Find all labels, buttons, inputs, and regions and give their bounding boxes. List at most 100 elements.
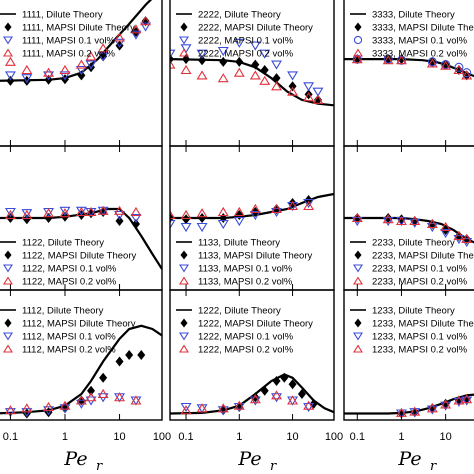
triangle-up-marker [303, 92, 315, 102]
legend-triangle-up-swatch [179, 48, 189, 57]
triangle-up-marker [461, 233, 473, 244]
triangle-up-marker [75, 395, 87, 405]
diamond-marker [454, 65, 463, 75]
triangle-up-marker [43, 401, 55, 412]
triangle-up-marker [382, 214, 394, 224]
diamond-marker [99, 51, 108, 62]
plot-area [0, 205, 162, 270]
legend-label: 1111, MAPSI 0.2 vol% [22, 49, 115, 60]
x-tick-label: 0.1 [178, 431, 193, 443]
legend-triangle-up-swatch [3, 48, 13, 57]
dilute-theory-curve [0, 0, 153, 82]
circle-marker [427, 57, 437, 67]
triangle-down-marker [259, 49, 271, 59]
legend-triangle-up-swatch [353, 344, 363, 353]
triangle-up-marker [249, 70, 261, 80]
panel-6: 2233, Dilute Theory 2233, MAPSI Dilute Th… [343, 145, 474, 291]
x-axis-title: Pe [63, 448, 87, 470]
x-tick-label: 1 [62, 431, 68, 443]
triangle-up-marker [4, 209, 16, 220]
triangle-up-marker [395, 55, 407, 65]
triangle-up-marker [75, 59, 87, 69]
triangle-up-marker [114, 392, 126, 402]
triangle-up-marker [453, 230, 465, 241]
diamond-marker [260, 65, 269, 75]
triangle-up-marker [170, 59, 176, 69]
triangle-up-marker [382, 55, 394, 65]
legend-label: 1111, MAPSI 0.1 vol% [22, 36, 115, 47]
triangle-up-marker [43, 208, 55, 218]
legend-label: 1222, MAPSI 0.1 vol% [198, 332, 294, 343]
triangle-up-marker [426, 403, 438, 413]
diamond-marker [87, 385, 96, 396]
diamond-marker [219, 213, 228, 223]
legend-label: 2222, Dilute Theory [198, 10, 281, 21]
triangle-down-marker [382, 216, 394, 227]
diamond-marker [251, 59, 260, 70]
x-axis-title-subscript: r [96, 459, 103, 474]
dilute-theory-curve [0, 207, 162, 270]
diamond-marker [44, 407, 53, 418]
legend-label: 1133, MAPSI 0.1 vol% [198, 264, 293, 275]
diamond-marker [260, 385, 269, 396]
legend-label: 2233, MAPSI 0.2 vol% [372, 277, 468, 288]
legend-label: 1233, MAPSI 0.1 vol% [372, 332, 468, 343]
triangle-up-marker [217, 206, 229, 217]
legend-label: 1222, MAPSI 0.2 vol% [198, 345, 294, 356]
x-tick-label: 1 [236, 431, 242, 443]
panel-2: 2222, Dilute Theory 2222, MAPSI Dilute Th… [169, 0, 335, 147]
triangle-up-marker [130, 206, 142, 217]
diamond-marker [198, 213, 207, 223]
triangle-up-marker [97, 205, 109, 215]
triangle-up-marker [114, 32, 126, 42]
diamond-marker [141, 16, 150, 27]
triangle-down-marker [59, 71, 71, 81]
legend-label: 1133, MAPSI Dilute Theory [198, 251, 312, 262]
triangle-up-marker [249, 203, 261, 214]
triangle-up-marker [217, 73, 229, 83]
panel-3: 3333, Dilute Theory 3333, MAPSI Dilute Th… [343, 0, 474, 147]
diamond-marker [353, 54, 362, 65]
panel-9: 1233, Dilute Theory 1233, MAPSI Dilute Th… [343, 289, 474, 421]
triangle-down-marker [196, 49, 208, 59]
diamond-marker [441, 59, 450, 70]
triangle-up-marker [85, 392, 97, 402]
x-tick-label: 10 [286, 431, 298, 443]
triangle-down-marker [409, 408, 421, 418]
legend-label: 1112, MAPSI Dilute Theory [22, 319, 136, 330]
triangle-down-marker [217, 219, 229, 230]
triangle-down-marker [303, 198, 315, 209]
triangle-down-marker [180, 44, 192, 54]
triangle-down-marker [233, 402, 245, 413]
legend-label: 1133, Dilute Theory [198, 238, 280, 249]
diamond-marker [219, 56, 228, 67]
triangle-up-marker [180, 209, 192, 220]
triangle-down-marker [233, 216, 245, 227]
triangle-up-marker [303, 400, 315, 410]
triangle-down-marker [140, 22, 152, 32]
triangle-up-marker [85, 51, 97, 61]
legend-diamond-swatch [4, 318, 12, 328]
triangle-down-marker [180, 222, 192, 233]
x-tick-label: 0.1 [350, 431, 365, 443]
panel-frame [169, 289, 335, 421]
legend-label: 2222, MAPSI Dilute Theory [198, 23, 313, 34]
legend-label: 3333, Dilute Theory [372, 10, 455, 21]
legend-label: 1122, MAPSI 0.2 vol% [22, 277, 117, 288]
triangle-down-marker [170, 49, 176, 59]
legend-label: 1233, MAPSI 0.2 vol% [372, 345, 468, 356]
x-tick-label: 10 [440, 431, 452, 443]
triangle-down-marker [130, 213, 142, 224]
triangle-down-marker [4, 408, 16, 418]
diamond-marker [99, 372, 108, 383]
triangle-down-marker [170, 219, 176, 230]
diamond-marker [288, 81, 297, 92]
triangle-down-marker [180, 402, 192, 413]
legend-label: 1222, MAPSI Dilute Theory [198, 319, 313, 330]
triangle-down-marker [21, 209, 33, 219]
triangle-up-marker [4, 405, 16, 415]
legend-triangle-up-swatch [179, 276, 189, 285]
triangle-up-marker [21, 64, 33, 75]
legend-label: 1222, Dilute Theory [198, 306, 281, 317]
